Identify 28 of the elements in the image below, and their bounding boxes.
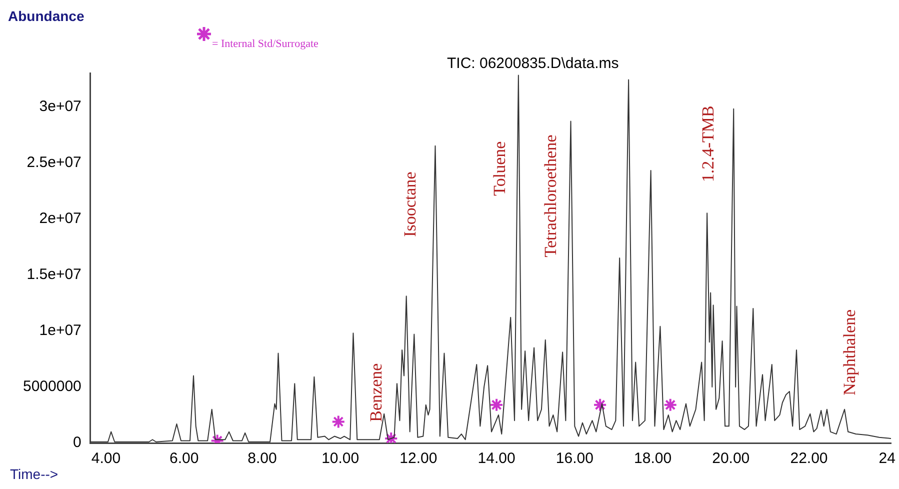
annotation: 1.2.4-TMB — [698, 106, 718, 182]
annotation: Naphthalene — [840, 309, 859, 396]
x-tick-label: 12.00 — [400, 450, 438, 468]
y-tick-label: 0 — [73, 434, 82, 452]
x-axis-title: Time--> — [10, 466, 58, 482]
y-tick-label: 3e+07 — [39, 98, 82, 115]
x-tick-label: 8.00 — [248, 450, 277, 468]
x-tick-label: 24 — [878, 450, 896, 468]
annotation: Tetrachloroethene — [541, 134, 560, 258]
x-tick-label: 20.00 — [712, 450, 750, 468]
x-tick-label: 14.00 — [478, 450, 516, 468]
y-axis-title: Abundance — [8, 8, 84, 24]
y-tick-label: 2.5e+07 — [26, 154, 82, 171]
x-tick-label: 16.00 — [556, 450, 594, 468]
y-tick-label: 1e+07 — [39, 322, 82, 340]
chart-title: TIC: 06200835.D\data.ms — [447, 55, 619, 72]
y-tick-label: 5000000 — [22, 378, 82, 396]
y-tick-label: 1.5e+07 — [26, 266, 82, 283]
x-tick-label: 18.00 — [634, 450, 672, 468]
annotation: Isooctane — [400, 172, 420, 237]
annotation: Toluene — [490, 141, 509, 196]
y-tick-label: 2e+07 — [39, 210, 82, 227]
x-tick-label: 22.00 — [790, 450, 828, 468]
legend-label: = Internal Std/Surrogate — [212, 38, 318, 50]
x-tick-label: 10.00 — [322, 450, 360, 468]
x-tick-label: 6.00 — [170, 450, 199, 468]
annotation: Benzene — [366, 363, 386, 422]
x-tick-label: 4.00 — [91, 450, 121, 468]
